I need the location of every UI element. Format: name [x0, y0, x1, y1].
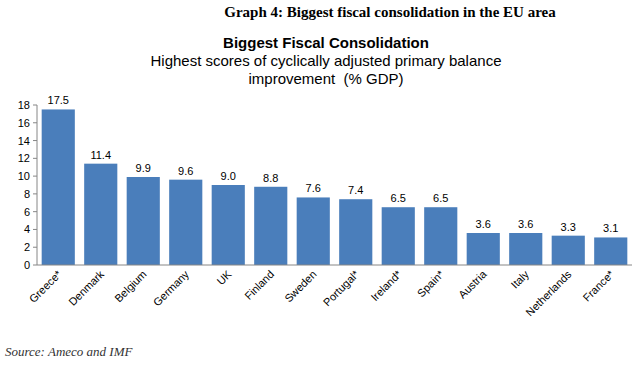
- chart: Graph 4: Biggest fiscal consolidation in…: [0, 0, 642, 370]
- y-tick-label: 18: [18, 99, 30, 111]
- bar: [127, 177, 160, 265]
- y-tick-label: 14: [18, 135, 30, 147]
- x-axis-line: [37, 265, 632, 266]
- data-label: 6.5: [433, 192, 448, 204]
- data-label: 7.6: [306, 182, 321, 194]
- bar: [254, 187, 287, 265]
- x-tick-label: Portugal*: [321, 267, 362, 308]
- subtitle: Highest scores of cyclically adjusted pr…: [151, 52, 502, 69]
- x-tick-label: Germany: [151, 268, 192, 309]
- y-tick: [33, 265, 37, 266]
- subtitle: improvement (% GDP): [248, 70, 403, 87]
- x-tick-label: Italy: [508, 268, 531, 291]
- x-tick-label: Ireland*: [368, 267, 404, 303]
- x-tick-label: Denmark: [66, 268, 106, 308]
- bar: [212, 185, 245, 265]
- title: Biggest Fiscal Consolidation: [223, 34, 429, 51]
- bar: [297, 197, 330, 265]
- y-tick-label: 2: [24, 241, 30, 253]
- x-tick-label: Netherlands: [523, 268, 574, 319]
- y-tick: [33, 229, 37, 230]
- x-tick-label: UK: [214, 267, 234, 287]
- bar: [84, 164, 117, 265]
- data-labels: 17.5 11.4 9.9 9.6 9.0 8.8 7.6 7.4 6.5 6.5 3.6 3.6 3.…: [48, 94, 619, 234]
- data-label: 17.5: [48, 94, 69, 106]
- data-label: 3.3: [561, 221, 576, 233]
- data-label: 3.6: [476, 218, 491, 230]
- x-tick-label: Sweden: [282, 268, 319, 305]
- x-tick-label: Belgium: [112, 268, 149, 305]
- x-tick-label: Austria: [456, 267, 489, 300]
- data-label: 6.5: [391, 192, 406, 204]
- x-tick-label: France*: [580, 267, 616, 303]
- y-tick-label: 12: [18, 152, 30, 164]
- x-axis: Greece*DenmarkBelgiumGermany UK FinlandSwe…: [27, 265, 632, 318]
- y-tick-label: 6: [24, 206, 30, 218]
- bar: [42, 109, 75, 265]
- source: Source: Ameco and IMF: [5, 344, 133, 359]
- y-tick-label: 16: [18, 117, 30, 129]
- bar: [467, 233, 500, 265]
- data-label: 3.6: [518, 218, 533, 230]
- y-tick: [33, 158, 37, 159]
- data-label: 9.0: [221, 170, 236, 182]
- bar: [552, 236, 585, 265]
- y-tick: [33, 140, 37, 141]
- y-tick: [33, 211, 37, 212]
- data-label: 9.9: [136, 162, 151, 174]
- y-tick: [33, 247, 37, 248]
- data-label: 3.1: [603, 222, 618, 234]
- y-axis: 0 2 4 6 8 10 12 14 16 18: [18, 99, 37, 271]
- caption: Graph 4: Biggest fiscal consolidation in…: [224, 4, 556, 20]
- y-tick-label: 4: [24, 223, 30, 235]
- data-label: 9.6: [178, 165, 193, 177]
- data-label: 11.4: [90, 149, 111, 161]
- y-tick-label: 10: [18, 170, 30, 182]
- y-tick-label: 0: [24, 259, 30, 271]
- bar: [382, 207, 415, 265]
- data-label: 7.4: [348, 184, 363, 196]
- y-tick-label: 8: [24, 188, 30, 200]
- x-tick-label: Greece*: [27, 267, 65, 305]
- bar: [424, 207, 457, 265]
- x-tick-label: Spain*: [415, 267, 447, 299]
- x-tick-label: Finland: [242, 268, 276, 302]
- y-tick: [33, 176, 37, 177]
- bar: [509, 233, 542, 265]
- y-tick: [33, 122, 37, 123]
- data-label: 8.8: [263, 172, 278, 184]
- bar: [169, 180, 202, 265]
- bar: [339, 199, 372, 265]
- bar: [594, 237, 627, 265]
- y-axis-line: [37, 105, 38, 265]
- subtitle-group: Highest scores of cyclically adjusted pr…: [151, 52, 502, 87]
- bars: [42, 109, 628, 265]
- y-tick: [33, 105, 37, 106]
- y-tick: [33, 193, 37, 194]
